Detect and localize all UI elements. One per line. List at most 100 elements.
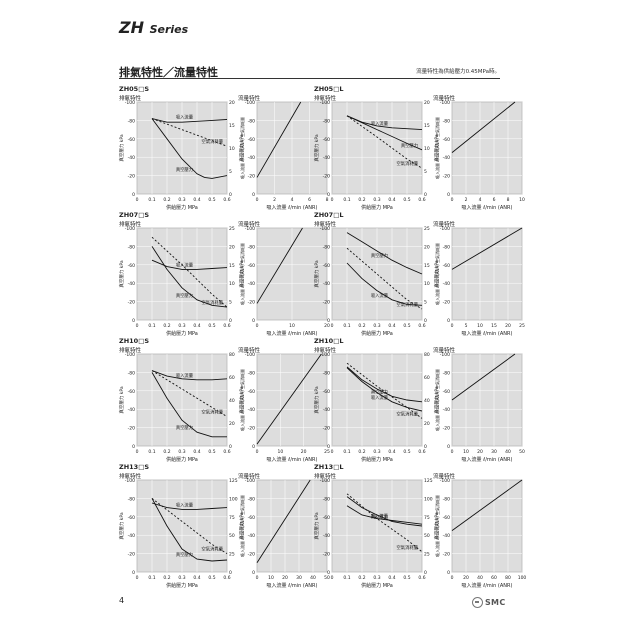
y-tick-label: -60 <box>128 137 135 143</box>
y-axis-label: 真空壓力 kPa <box>433 260 440 288</box>
y-tick-label: -60 <box>323 515 330 521</box>
x-tick-label: 4 <box>291 197 294 203</box>
y2-tick-label: 50 <box>229 533 235 539</box>
y-tick-label: 0 <box>447 570 450 576</box>
y2-tick-label: 75 <box>229 515 235 521</box>
y-tick-label: -100 <box>440 478 450 484</box>
exhaust-heading: 排氣特性 <box>119 472 142 480</box>
flow-heading: 流量特性 <box>238 94 261 102</box>
y-axis-label: 真空壓力 kPa <box>118 386 125 414</box>
y-tick-label: -40 <box>443 533 450 539</box>
y-tick-label: -40 <box>443 407 450 413</box>
model-label: ZH07□L <box>314 211 343 219</box>
x-tick-label: 40 <box>310 575 316 581</box>
x-tick-label: 0 <box>256 449 259 455</box>
y-tick-label: -20 <box>323 426 330 432</box>
x-tick-label: 0.1 <box>148 575 155 581</box>
x-tick-label: 0.5 <box>403 575 410 581</box>
x-tick-label: 0 <box>331 449 334 455</box>
x-tick-label: 15 <box>491 323 497 329</box>
x-tick-label: 0.2 <box>163 575 170 581</box>
x-tick-label: 0.6 <box>418 575 425 581</box>
y-tick-label: -100 <box>320 226 330 232</box>
flow-plot-area <box>451 353 523 447</box>
y2-tick-label: 60 <box>424 375 430 381</box>
y-tick-label: -40 <box>323 155 330 161</box>
x-axis-label: 供給壓力 MPa <box>361 582 393 589</box>
y-axis-label: 真空壓力 kPa <box>313 260 320 288</box>
x-tick-label: 0.4 <box>388 575 395 581</box>
curve-c <box>151 502 228 510</box>
exhaust-heading: 排氣特性 <box>314 346 337 354</box>
x-tick-label: 0.2 <box>163 323 170 329</box>
flow-line <box>451 101 516 153</box>
y2-tick-label: 125 <box>424 478 433 484</box>
curve-b <box>346 115 423 169</box>
x-tick-label: 10 <box>289 323 295 329</box>
x-tick-label: 0.5 <box>208 575 215 581</box>
curve-label: 真空壓力 <box>176 166 193 173</box>
x-tick-label: 50 <box>324 575 330 581</box>
y-tick-label: -20 <box>443 426 450 432</box>
y-axis-label: 真空壓力 kPa <box>238 386 245 414</box>
y-tick-label: -80 <box>443 244 450 250</box>
y-tick-label: -80 <box>323 496 330 502</box>
y-tick-label: -40 <box>128 155 135 161</box>
x-tick-label: 0.2 <box>163 197 170 203</box>
y-tick-label: 0 <box>327 570 330 576</box>
x-tick-label: 0.1 <box>343 449 350 455</box>
y-tick-label: 0 <box>252 570 255 576</box>
exhaust-heading: 排氣特性 <box>119 220 142 228</box>
x-tick-label: 0.6 <box>223 323 230 329</box>
y2-tick-label: 0 <box>424 318 427 324</box>
y-tick-label: -20 <box>323 174 330 180</box>
x-tick-label: 0.3 <box>373 197 380 203</box>
y2-tick-label: 50 <box>424 533 430 539</box>
y-tick-label: -80 <box>128 496 135 502</box>
exhaust-plot-area <box>136 227 228 321</box>
y-axis-label: 真空壓力 kPa <box>313 134 320 162</box>
x-tick-label: 0.2 <box>358 575 365 581</box>
flow-plot-area <box>451 101 523 195</box>
y-tick-label: 0 <box>252 444 255 450</box>
y-tick-label: 0 <box>132 570 135 576</box>
y-tick-label: -80 <box>248 370 255 376</box>
y2-tick-label: 40 <box>424 398 430 404</box>
x-axis-label: 吸入流量 ℓ/min (ANR) <box>267 204 318 211</box>
exhaust-heading: 排氣特性 <box>314 472 337 480</box>
x-axis-label: 供給壓力 MPa <box>166 456 198 463</box>
y-tick-label: -100 <box>125 478 135 484</box>
exhaust-heading: 排氣特性 <box>119 94 142 102</box>
curve-a <box>151 246 228 308</box>
x-tick-label: 8 <box>326 197 329 203</box>
y2-tick-label: 100 <box>424 496 433 502</box>
y-tick-label: 0 <box>132 444 135 450</box>
x-tick-label: 80 <box>505 575 511 581</box>
y-tick-label: -60 <box>323 137 330 143</box>
flow-line <box>256 101 302 178</box>
y-axis-label: 真空壓力 kPa <box>313 386 320 414</box>
x-axis-label: 供給壓力 MPa <box>361 204 393 211</box>
x-tick-label: 100 <box>518 575 527 581</box>
x-tick-label: 5 <box>465 323 468 329</box>
exhaust-plot-area <box>136 353 228 447</box>
y2-tick-label: 25 <box>424 226 430 232</box>
y2-axis-label: 吸入流量 ℓ/min (ANR) 空氣消耗量 <box>434 243 440 305</box>
exhaust-plot-area <box>331 353 423 447</box>
x-tick-label: 0.1 <box>148 197 155 203</box>
exhaust-plot-area <box>136 101 228 195</box>
y-tick-label: 0 <box>327 444 330 450</box>
y-tick-label: -40 <box>128 281 135 287</box>
y-tick-label: 0 <box>447 444 450 450</box>
curve-c <box>346 232 423 275</box>
curve-a <box>346 115 423 151</box>
y-tick-label: -80 <box>248 118 255 124</box>
x-tick-label: 0 <box>256 323 259 329</box>
curve-a <box>346 366 423 403</box>
x-tick-label: 0 <box>136 449 139 455</box>
x-tick-label: 0 <box>256 575 259 581</box>
x-axis-label: 吸入流量 ℓ/min (ANR) <box>267 330 318 337</box>
